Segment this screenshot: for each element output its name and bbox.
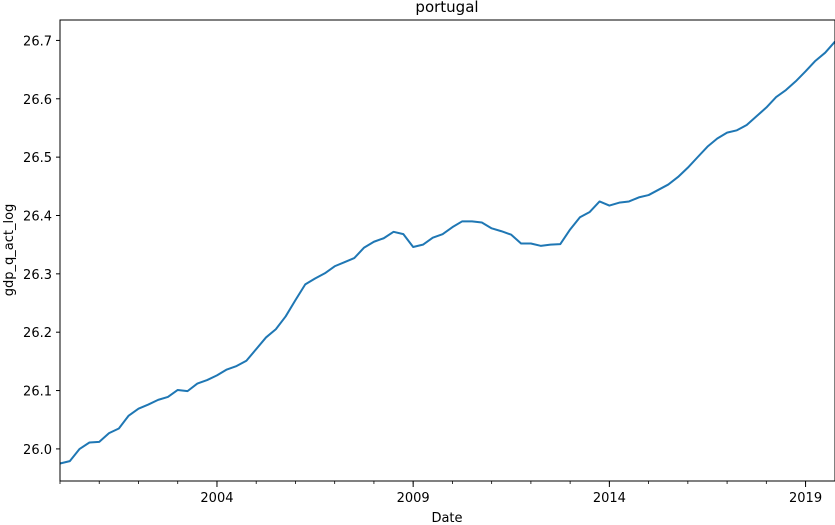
y-tick-label: 26.3 [23,268,52,283]
chart-title: portugal [415,0,478,16]
x-tick-label: 2019 [789,491,822,506]
x-tick-label: 2004 [200,491,233,506]
y-tick-label: 26.0 [23,443,52,458]
y-tick-label: 26.5 [23,151,52,166]
y-tick-label: 26.6 [23,93,52,108]
y-tick-label: 26.2 [23,326,52,341]
y-tick-label: 26.4 [23,209,52,224]
y-tick-label: 26.1 [23,385,52,400]
plot-frame [59,19,835,482]
x-tick-label: 2009 [397,491,430,506]
y-axis-label: gdp_q_act_log [2,204,17,297]
series-line [59,40,835,465]
y-axis: 26.0 26.1 26.2 26.3 26.4 26.5 26.6 26.7 [23,34,60,458]
x-tick-label: 2014 [593,491,626,506]
x-axis: 2004 2009 2014 2019 [59,481,822,506]
series-layer [59,40,835,465]
x-axis-label: Date [431,511,462,525]
y-tick-label: 26.7 [23,34,52,49]
